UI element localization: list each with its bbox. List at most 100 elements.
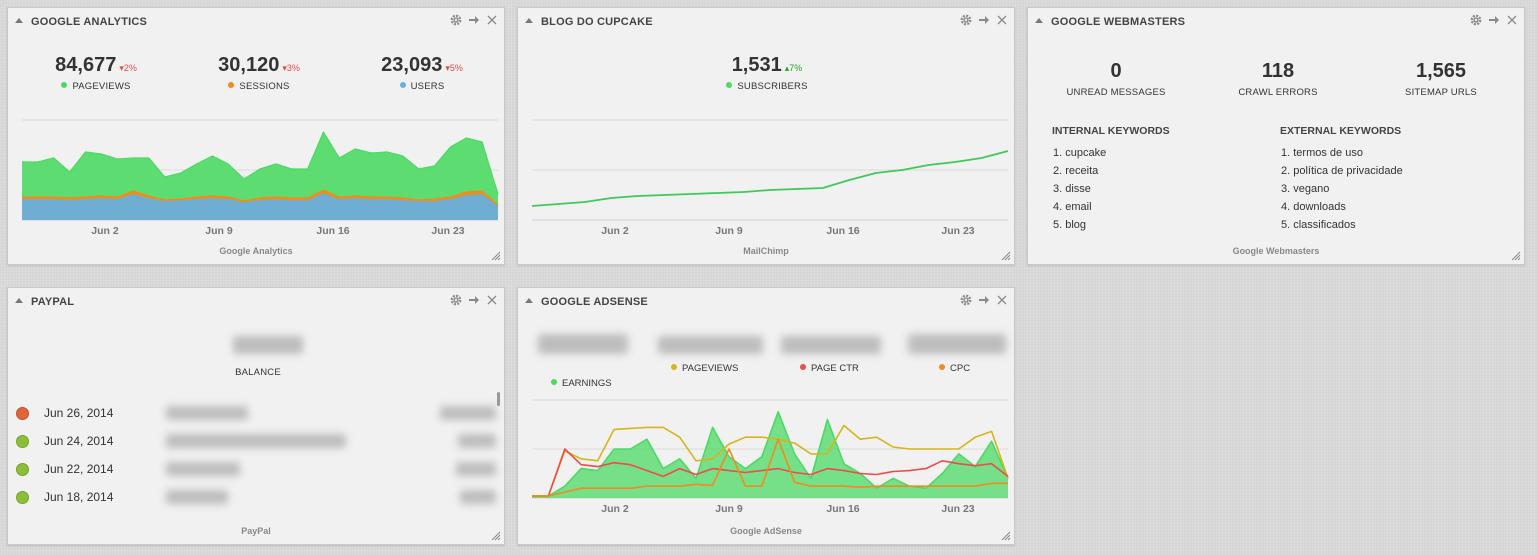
- list-item[interactable]: 1. termos de uso: [1281, 147, 1363, 159]
- balance-label: BALANCE: [235, 367, 281, 378]
- status-dot: [16, 491, 29, 504]
- close-icon[interactable]: [996, 294, 1008, 306]
- description-redacted: [166, 434, 346, 448]
- gear-icon[interactable]: [450, 294, 462, 306]
- amount-redacted: [458, 434, 496, 448]
- close-icon[interactable]: [1506, 14, 1518, 26]
- earnings-value-redacted: [538, 334, 628, 354]
- arrow-right-icon[interactable]: [978, 14, 990, 26]
- legend-pageviews: PAGEVIEWS: [671, 363, 738, 374]
- x-tick-label: Jun 2: [601, 503, 629, 515]
- resize-handle-icon[interactable]: [491, 251, 501, 261]
- widget-header[interactable]: GOOGLE ANALYTICS: [8, 8, 504, 36]
- table-row[interactable]: Jun 18, 2014: [16, 488, 496, 508]
- series-users-line: [22, 193, 499, 208]
- description-redacted: [166, 490, 228, 504]
- widget-source: Google Webmasters: [1232, 246, 1320, 256]
- resize-handle-icon[interactable]: [1511, 251, 1521, 261]
- scrollbar[interactable]: [497, 392, 500, 406]
- widget-title: PAYPAL: [31, 296, 75, 308]
- legend-cpc: CPC: [939, 363, 970, 374]
- ctr-value-redacted: [781, 336, 881, 354]
- x-tick-label: Jun 16: [826, 503, 859, 515]
- series-pageviews-line: [532, 424, 1009, 497]
- close-icon[interactable]: [486, 14, 498, 26]
- arrow-right-icon[interactable]: [978, 294, 990, 306]
- widget-header[interactable]: GOOGLE ADSENSE: [518, 288, 1014, 316]
- status-dot: [16, 407, 29, 420]
- series-dot: [228, 82, 235, 89]
- table-row[interactable]: Jun 26, 2014: [16, 404, 496, 424]
- legend-page-ctr: PAGE CTR: [800, 363, 859, 374]
- balance-value-redacted: [233, 336, 303, 354]
- series-dot: [551, 379, 557, 386]
- gear-icon[interactable]: [960, 294, 972, 306]
- resize-handle-icon[interactable]: [491, 531, 501, 541]
- list-item[interactable]: 5. blog: [1053, 219, 1087, 231]
- x-tick-label: Jun 16: [316, 225, 349, 237]
- widget-header[interactable]: BLOG DO CUPCAKE: [518, 8, 1014, 36]
- list-item[interactable]: 2. política de privacidade: [1281, 165, 1403, 177]
- x-tick-label: Jun 16: [826, 225, 859, 237]
- arrow-right-icon[interactable]: [468, 294, 480, 306]
- series-cpc-line: [532, 438, 1008, 497]
- cpc-value-redacted: [908, 334, 1006, 354]
- list-item[interactable]: 5. classificados: [1281, 219, 1356, 231]
- transaction-date: Jun 22, 2014: [44, 462, 114, 476]
- triangle-up-icon[interactable]: [525, 18, 533, 23]
- triangle-up-icon[interactable]: [15, 298, 23, 303]
- close-icon[interactable]: [996, 14, 1008, 26]
- description-redacted: [166, 406, 248, 420]
- table-row[interactable]: Jun 24, 2014: [16, 432, 496, 452]
- widget-title: GOOGLE WEBMASTERS: [1051, 16, 1186, 28]
- x-tick-label: Jun 9: [715, 503, 743, 515]
- x-tick-label: Jun 2: [601, 225, 629, 237]
- metric-subscribers: 1,531 ▴7% SUBSCRIBERS: [697, 54, 837, 92]
- widget-header[interactable]: GOOGLE WEBMASTERS: [1028, 8, 1524, 36]
- transaction-date: Jun 18, 2014: [44, 490, 114, 504]
- change-indicator: ▾2%: [119, 63, 137, 73]
- change-indicator: ▾5%: [445, 63, 463, 73]
- subscribers-chart: Jun 2 Jun 9 Jun 16 Jun 23: [531, 119, 1009, 237]
- gear-icon[interactable]: [450, 14, 462, 26]
- series-earnings-area: [532, 411, 1008, 498]
- metric-value: 30,120: [218, 54, 280, 76]
- widget-title: GOOGLE ANALYTICS: [31, 16, 148, 28]
- list-item[interactable]: 4. email: [1053, 201, 1092, 213]
- resize-handle-icon[interactable]: [1001, 251, 1011, 261]
- series-subscribers-line: [531, 150, 1009, 207]
- amount-redacted: [456, 462, 496, 476]
- triangle-up-icon[interactable]: [525, 298, 533, 303]
- list-item[interactable]: 4. downloads: [1281, 201, 1346, 213]
- google-analytics-widget: GOOGLE ANALYTICS 84,677 ▾2% PAGEVIEWS 30,…: [7, 7, 505, 265]
- list-item[interactable]: 2. receita: [1053, 165, 1099, 177]
- widget-source: PayPal: [241, 526, 271, 536]
- triangle-up-icon[interactable]: [15, 18, 23, 23]
- list-item[interactable]: 3. vegano: [1281, 183, 1330, 195]
- gear-icon[interactable]: [960, 14, 972, 26]
- series-sessions-line: [22, 189, 499, 206]
- triangle-up-icon[interactable]: [1035, 18, 1043, 23]
- internal-keywords-title: INTERNAL KEYWORDS: [1052, 125, 1170, 137]
- arrow-right-icon[interactable]: [468, 14, 480, 26]
- table-row[interactable]: Jun 22, 2014: [16, 460, 496, 480]
- x-tick-label: Jun 2: [91, 225, 119, 237]
- arrow-right-icon[interactable]: [1488, 14, 1500, 26]
- webmasters-widget: GOOGLE WEBMASTERS 0 UNREAD MESSAGES 118 …: [1027, 7, 1525, 265]
- series-page-ctr-line: [532, 448, 1009, 497]
- series-dot: [671, 364, 677, 371]
- list-item[interactable]: 1. cupcake: [1053, 147, 1107, 159]
- widget-header[interactable]: PAYPAL: [8, 288, 504, 316]
- stat-crawl-errors: 118 CRAWL ERRORS: [1238, 60, 1318, 98]
- resize-handle-icon[interactable]: [1001, 531, 1011, 541]
- amount-redacted: [460, 490, 496, 504]
- list-item[interactable]: 3. disse: [1053, 183, 1091, 195]
- stat-sitemap-urls: 1,565 SITEMAP URLS: [1405, 60, 1477, 98]
- close-icon[interactable]: [486, 294, 498, 306]
- transaction-date: Jun 26, 2014: [44, 406, 114, 420]
- analytics-chart: Jun 2 Jun 9 Jun 16 Jun 23: [22, 119, 499, 237]
- adsense-widget: GOOGLE ADSENSE EARNINGS PAGEVIEWS PAGE C…: [517, 287, 1015, 545]
- gear-icon[interactable]: [1470, 14, 1482, 26]
- x-tick-label: Jun 9: [715, 225, 743, 237]
- series-dot: [800, 364, 806, 371]
